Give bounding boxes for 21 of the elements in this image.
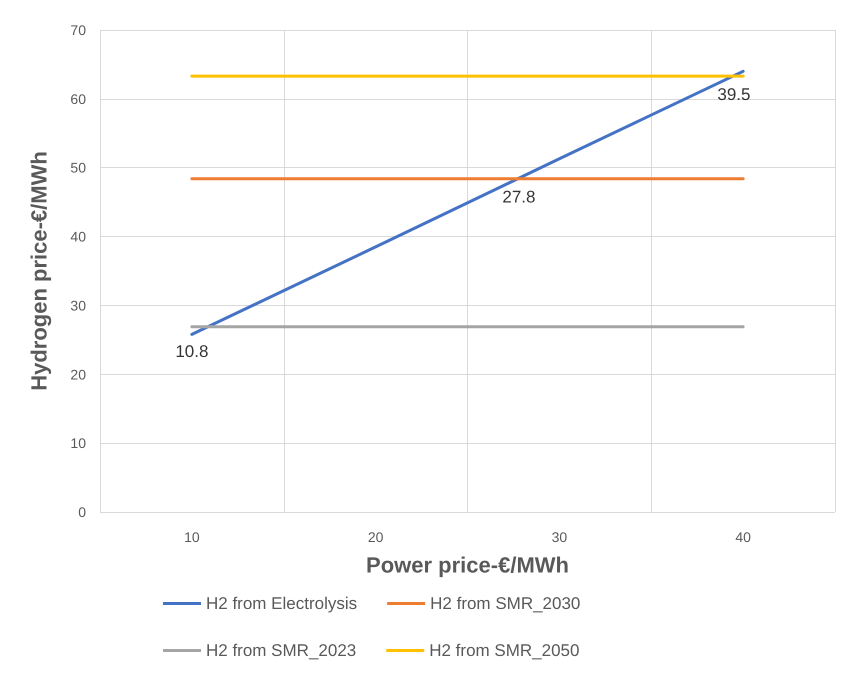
x-tick-label: 10: [184, 529, 200, 545]
legend-label: H2 from SMR_2050: [429, 641, 580, 660]
y-tick-label: 40: [70, 228, 86, 245]
annotation: 39.5: [717, 85, 750, 104]
annotation: 27.8: [502, 188, 536, 207]
y-tick-label: 60: [70, 90, 86, 107]
x-axis-title: Power price-€/MWh: [366, 552, 569, 578]
y-tick-label: 20: [70, 366, 86, 382]
y-tick-label: 50: [70, 160, 86, 176]
x-tick-label: 20: [368, 529, 384, 545]
x-tick-label: 40: [735, 529, 752, 545]
y-tick-label: 0: [78, 504, 86, 520]
x-tick-label: 30: [552, 529, 568, 545]
y-axis-title: Hydrogen price-€/MWh: [26, 151, 52, 391]
y-tick-label: 70: [70, 22, 86, 38]
annotation: 10.8: [175, 342, 208, 361]
legend-label: H2 from SMR_2030: [430, 594, 580, 613]
y-tick-label: 10: [70, 435, 86, 452]
y-tick-label: 30: [70, 297, 86, 314]
legend-label: H2 from SMR_2023: [206, 641, 356, 660]
legend-label: H2 from Electrolysis: [206, 594, 358, 613]
